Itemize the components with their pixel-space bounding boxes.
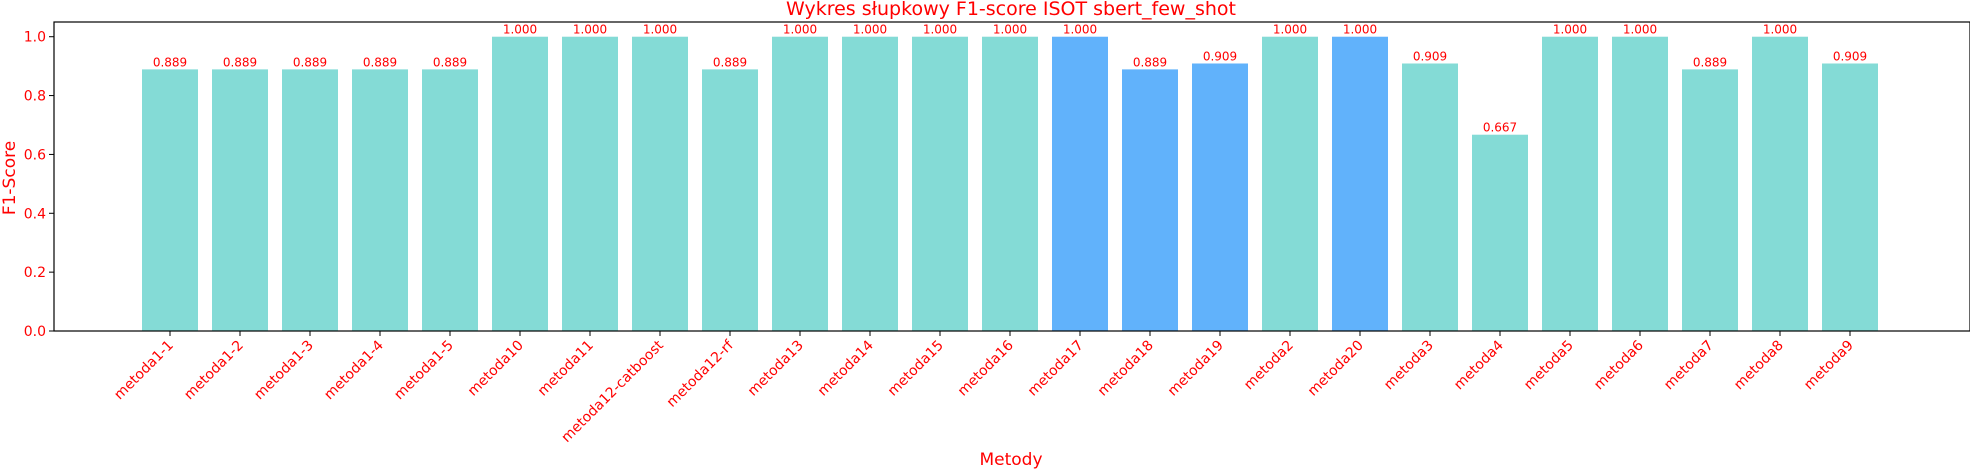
value-label-metoda1-3: 0.889 xyxy=(293,55,327,69)
value-label-metoda11: 1.000 xyxy=(573,23,607,37)
bar-metoda8 xyxy=(1752,36,1808,331)
y-tick-label-0.0: 0.0 xyxy=(24,324,46,340)
x-tick-label-metoda12-rf: metoda12-rf xyxy=(664,337,738,411)
y-axis-ticks: 0.0 0.2 0.4 0.6 0.8 1.0 xyxy=(24,30,54,340)
value-label-metoda1-5: 0.889 xyxy=(433,55,467,69)
bar-metoda13 xyxy=(772,36,828,331)
value-label-metoda14: 1.000 xyxy=(853,23,887,37)
x-tick-label-metoda13: metoda13 xyxy=(745,338,807,400)
bar-metoda2 xyxy=(1262,36,1318,331)
x-tick-label-metoda20: metoda20 xyxy=(1305,338,1367,400)
bar-metoda10 xyxy=(492,36,548,331)
bar-metoda1-1 xyxy=(142,69,198,331)
bar-metoda4 xyxy=(1472,134,1528,331)
x-axis-label: Metody xyxy=(979,450,1042,470)
bar-metoda19 xyxy=(1192,63,1248,331)
bar-metoda6 xyxy=(1612,36,1668,331)
x-tick-label-metoda1-1: metoda1-1 xyxy=(111,338,177,404)
x-tick-label-metoda1-5: metoda1-5 xyxy=(391,338,457,404)
y-tick-label-0.2: 0.2 xyxy=(24,265,46,281)
x-tick-label-metoda14: metoda14 xyxy=(815,337,877,399)
bar-metoda3 xyxy=(1402,63,1458,331)
value-label-metoda3: 0.909 xyxy=(1413,49,1447,63)
value-label-metoda1-2: 0.889 xyxy=(223,55,257,69)
x-tick-label-metoda1-4: metoda1-4 xyxy=(321,337,387,403)
x-tick-label-metoda15: metoda15 xyxy=(885,338,947,400)
y-axis-label: F1-Score xyxy=(0,141,20,215)
x-tick-label-metoda8: metoda8 xyxy=(1731,338,1787,394)
value-label-metoda16: 1.000 xyxy=(993,23,1027,37)
value-labels-layer: 0.889 0.889 0.889 0.889 0.889 1.000 1.000 1.000… xyxy=(153,23,1867,135)
value-label-metoda12-catboost: 1.000 xyxy=(643,23,677,37)
bar-metoda14 xyxy=(842,36,898,331)
value-label-metoda1-4: 0.889 xyxy=(363,55,397,69)
value-label-metoda5: 1.000 xyxy=(1553,23,1587,37)
x-tick-label-metoda3: metoda3 xyxy=(1381,338,1437,394)
x-tick-label-metoda1-2: metoda1-2 xyxy=(181,338,247,404)
bar-metoda15 xyxy=(912,36,968,331)
x-tick-label-metoda4: metoda4 xyxy=(1451,337,1507,393)
x-tick-label-metoda17: metoda17 xyxy=(1025,338,1087,400)
bar-metoda17 xyxy=(1052,36,1108,331)
x-tick-label-metoda6: metoda6 xyxy=(1591,337,1647,393)
x-tick-label-metoda10: metoda10 xyxy=(465,338,527,400)
y-tick-label-0.6: 0.6 xyxy=(24,147,46,163)
plot-frame xyxy=(53,21,1970,332)
value-label-metoda18: 0.889 xyxy=(1133,55,1167,69)
value-label-metoda1-1: 0.889 xyxy=(153,55,187,69)
bar-metoda1-2 xyxy=(212,69,268,331)
x-tick-label-metoda1-3: metoda1-3 xyxy=(251,338,317,404)
x-axis-ticks: metoda1-1 metoda1-2 metoda1-3 metoda1-4 meto… xyxy=(111,331,1857,446)
value-label-metoda19: 0.909 xyxy=(1203,49,1237,63)
bar-metoda12-catboost xyxy=(632,36,688,331)
bar-metoda16 xyxy=(982,36,1038,331)
bar-metoda7 xyxy=(1682,69,1738,331)
value-label-metoda20: 1.000 xyxy=(1343,23,1377,37)
x-tick-label-metoda5: metoda5 xyxy=(1521,338,1577,394)
x-tick-label-metoda2: metoda2 xyxy=(1241,338,1297,394)
bar-metoda11 xyxy=(562,36,618,331)
x-tick-label-metoda7: metoda7 xyxy=(1661,338,1717,394)
x-tick-label-metoda19: metoda19 xyxy=(1165,338,1227,400)
x-tick-label-metoda9: metoda9 xyxy=(1801,338,1857,394)
bar-metoda9 xyxy=(1822,63,1878,331)
bars-layer xyxy=(142,36,1878,331)
bar-metoda1-5 xyxy=(422,69,478,331)
bar-metoda18 xyxy=(1122,69,1178,331)
value-label-metoda12-rf: 0.889 xyxy=(713,55,747,69)
value-label-metoda13: 1.000 xyxy=(783,23,817,37)
chart-title: Wykres słupkowy F1-score ISOT sbert_few_… xyxy=(786,0,1236,20)
x-tick-label-metoda11: metoda11 xyxy=(535,338,597,400)
bar-metoda12-rf xyxy=(702,69,758,331)
value-label-metoda8: 1.000 xyxy=(1763,23,1797,37)
bar-metoda20 xyxy=(1332,36,1388,331)
x-tick-label-metoda18: metoda18 xyxy=(1095,338,1157,400)
value-label-metoda9: 0.909 xyxy=(1833,49,1867,63)
bar-metoda1-3 xyxy=(282,69,338,331)
bar-metoda5 xyxy=(1542,36,1598,331)
bar-metoda1-4 xyxy=(352,69,408,331)
value-label-metoda4: 0.667 xyxy=(1483,121,1517,135)
y-tick-label-0.8: 0.8 xyxy=(24,89,46,105)
value-label-metoda15: 1.000 xyxy=(923,23,957,37)
value-label-metoda10: 1.000 xyxy=(503,23,537,37)
x-tick-label-metoda16: metoda16 xyxy=(955,337,1017,399)
value-label-metoda6: 1.000 xyxy=(1623,23,1657,37)
value-label-metoda7: 0.889 xyxy=(1693,55,1727,69)
y-tick-label-0.4: 0.4 xyxy=(24,206,46,222)
value-label-metoda17: 1.000 xyxy=(1063,23,1097,37)
value-label-metoda2: 1.000 xyxy=(1273,23,1307,37)
y-tick-label-1.0: 1.0 xyxy=(24,30,46,46)
